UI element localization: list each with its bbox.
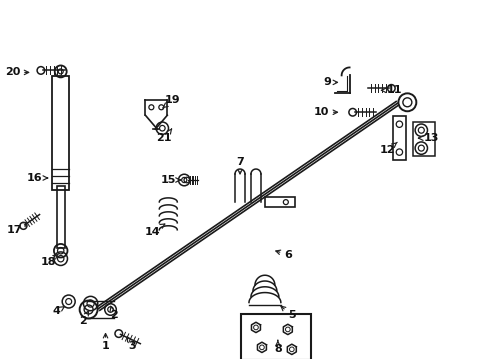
Bar [52, 76, 69, 190]
Text: 4: 4 [53, 306, 65, 316]
Text: 16: 16 [27, 173, 48, 183]
Text: 1: 1 [101, 333, 109, 351]
Text: 19: 19 [163, 95, 180, 108]
Text: 7: 7 [236, 157, 244, 174]
Text: 15: 15 [161, 175, 180, 185]
Text: 20: 20 [5, 67, 29, 77]
Text: 14: 14 [145, 224, 165, 237]
Text: 17: 17 [7, 222, 28, 235]
Text: 12: 12 [380, 142, 397, 155]
Text: 13: 13 [418, 133, 439, 143]
Text: 9: 9 [324, 77, 338, 87]
Bar [414, 122, 435, 156]
Text: 6: 6 [276, 250, 292, 260]
Text: 21: 21 [157, 129, 172, 143]
Bar [265, 197, 295, 207]
Text: 18: 18 [41, 254, 58, 267]
Text: 3: 3 [127, 337, 136, 351]
Bar [56, 186, 65, 248]
Bar [393, 116, 406, 160]
Text: 10: 10 [314, 107, 338, 117]
Text: 11: 11 [382, 85, 402, 95]
Text: 2: 2 [79, 311, 89, 327]
Text: 5: 5 [281, 306, 295, 320]
Bar [241, 315, 311, 360]
Text: 2: 2 [110, 306, 118, 320]
Text: 8: 8 [274, 340, 282, 354]
